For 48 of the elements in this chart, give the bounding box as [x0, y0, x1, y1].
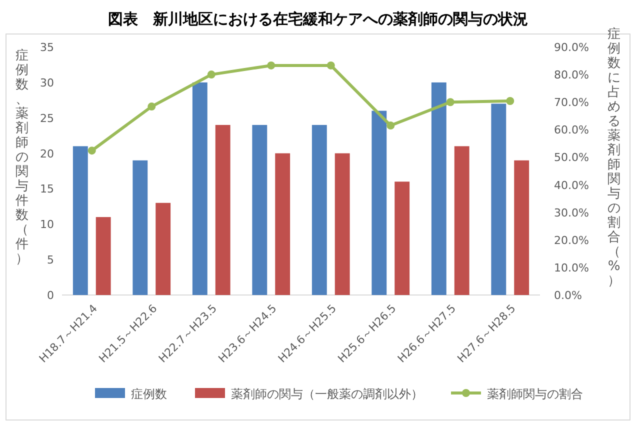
chart-title: 図表 新川地区における在宅緩和ケアへの薬剤師の関与の状況	[108, 10, 528, 28]
y2-tick-label: 20.0%	[554, 234, 589, 247]
text: 症例数に占める薬剤師関与の割合（%）	[608, 26, 620, 288]
y-tick-label: 25	[40, 112, 54, 125]
y-tick-label: 30	[40, 76, 54, 90]
y-tick-label: 5	[47, 254, 54, 267]
point	[326, 61, 335, 70]
legend-label: 症例数	[131, 387, 167, 401]
y-tick-label: 15	[40, 182, 54, 196]
bar	[72, 146, 88, 295]
bar	[394, 182, 410, 295]
y2-tick-label: 50.0%	[554, 151, 589, 164]
point	[446, 98, 454, 106]
bar	[491, 104, 506, 295]
legend-label: 薬剤師関与の割合	[487, 387, 583, 401]
bar	[431, 82, 446, 295]
bar	[156, 202, 171, 295]
y2-tick-label: 40.0%	[554, 178, 589, 192]
y-tick-label: 35	[40, 41, 54, 54]
point	[506, 97, 514, 106]
bar	[372, 110, 387, 295]
bar	[192, 82, 208, 295]
bar	[252, 124, 268, 295]
y-tick-label: 10	[40, 218, 54, 232]
y2-tick-label: 70.0%	[554, 96, 589, 110]
y2-tick-label: 90.0%	[554, 41, 589, 54]
legend-label: 薬剤師の関与（一般薬の調剤以外）	[231, 387, 423, 401]
bar	[132, 160, 148, 295]
y2-tick-label: 0.0%	[554, 289, 582, 302]
y-tick-label: 0	[47, 289, 54, 302]
bar	[312, 124, 327, 295]
point	[267, 61, 276, 70]
y2-tick-label: 60.0%	[554, 124, 589, 137]
y-tick-label: 20	[40, 147, 54, 160]
y2-tick-label: 10.0%	[554, 261, 589, 274]
bar	[275, 153, 290, 295]
y2-tick-label: 80.0%	[554, 68, 589, 82]
bar	[514, 160, 530, 295]
bar	[215, 124, 230, 295]
bar	[334, 153, 350, 295]
point	[386, 122, 395, 130]
y2-tick-label: 30.0%	[554, 206, 589, 220]
point	[207, 70, 216, 79]
text: 症例数、薬剤師の関与件数（件）	[16, 48, 28, 266]
bar	[454, 146, 470, 295]
bar	[96, 217, 111, 295]
point	[88, 146, 96, 155]
point	[148, 102, 156, 111]
